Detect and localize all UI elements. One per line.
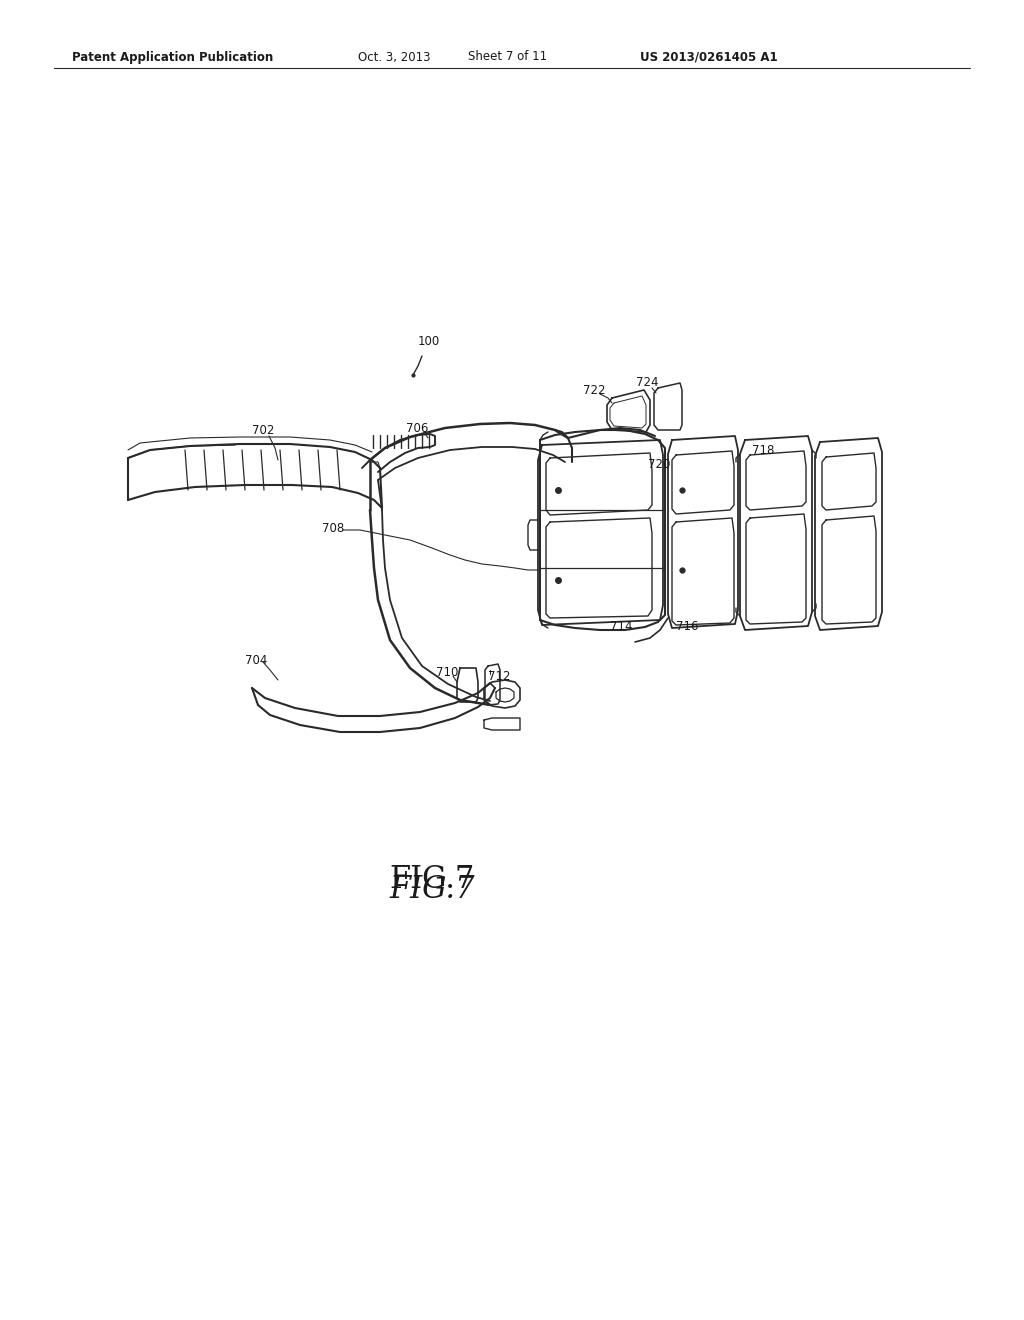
Text: 100: 100 xyxy=(418,335,440,348)
Text: FIG.7: FIG.7 xyxy=(389,874,475,906)
Text: 702: 702 xyxy=(252,424,274,437)
Text: Sheet 7 of 11: Sheet 7 of 11 xyxy=(468,50,547,63)
Text: Oct. 3, 2013: Oct. 3, 2013 xyxy=(358,50,430,63)
Text: 704: 704 xyxy=(245,653,267,667)
Text: 706: 706 xyxy=(406,421,428,434)
Text: 712: 712 xyxy=(488,671,511,684)
Text: 724: 724 xyxy=(636,376,658,389)
Text: Patent Application Publication: Patent Application Publication xyxy=(72,50,273,63)
Text: 708: 708 xyxy=(322,521,344,535)
Text: 716: 716 xyxy=(676,619,698,632)
Text: 710: 710 xyxy=(436,665,459,678)
Text: 714: 714 xyxy=(610,619,633,632)
Text: US 2013/0261405 A1: US 2013/0261405 A1 xyxy=(640,50,777,63)
Text: 720: 720 xyxy=(648,458,671,470)
Text: 718: 718 xyxy=(752,444,774,457)
Text: 722: 722 xyxy=(583,384,605,396)
Text: FIG.7: FIG.7 xyxy=(389,865,475,895)
